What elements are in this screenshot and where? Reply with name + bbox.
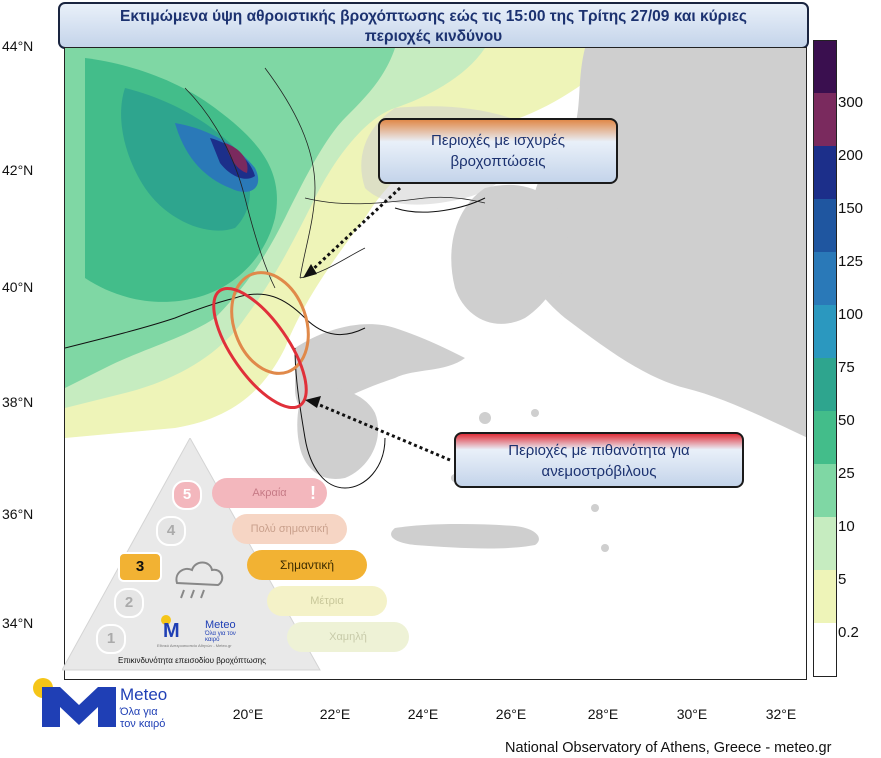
risk-level-3-number: 3 <box>118 552 162 582</box>
heavy-rain-callout-line-1: Περιοχές με ισχυρές <box>431 132 565 149</box>
risk-level-5-number: 5 <box>172 480 202 510</box>
lon-label-26: 26°E <box>495 706 527 722</box>
colorbar-segment <box>814 199 836 252</box>
risk-level-4-number: 4 <box>156 516 186 546</box>
lat-label-38: 38°N <box>2 394 34 410</box>
colorbar-label-50: 50 <box>838 412 855 429</box>
heavy-rain-callout-line-2: βροχοπτώσεις <box>450 153 546 170</box>
land-grey-turkey-west <box>451 184 568 324</box>
lat-label-42: 42°N <box>2 162 34 178</box>
map-title-line-2: περιοχές κινδύνου <box>364 28 503 45</box>
inner-logo-m-icon: M <box>163 620 180 642</box>
risk-level-5-label: Ακραία <box>252 487 287 499</box>
colorbar-label-25: 25 <box>838 465 855 482</box>
heavy-rain-area-ellipse <box>230 271 310 375</box>
credit-text: National Observatory of Athens, Greece -… <box>505 740 832 756</box>
colorbar-segment <box>814 305 836 358</box>
risk-level-4-label: Πολύ σημαντική <box>250 523 329 535</box>
colorbar-label-300: 300 <box>838 94 864 111</box>
logo-name: Meteo <box>120 685 168 704</box>
heavy-rain-callout: Περιοχές με ισχυρές βροχοπτώσεις <box>378 118 618 184</box>
border-line <box>304 196 486 205</box>
colorbar-label-0.2: 0.2 <box>838 624 859 641</box>
colorbar-segment <box>814 464 836 517</box>
colorbar-segment <box>814 146 836 199</box>
logo-tagline-2: τον καιρό <box>120 718 166 730</box>
lon-label-22: 22°E <box>319 706 351 722</box>
risk-scale-panel: Ακραία 5 ! Πολύ σημαντική 4 Σημαντική 3 … <box>62 438 417 676</box>
lat-label-44: 44°N <box>2 38 34 54</box>
medicane-callout-line-1: Περιοχές με πιθανότητα για <box>508 442 690 459</box>
lat-label-34: 34°N <box>2 615 34 631</box>
lon-label-28: 28°E <box>587 706 619 722</box>
colorbar-label-200: 200 <box>838 147 864 164</box>
risk-level-2-label: Μέτρια <box>310 595 344 607</box>
colorbar-segment <box>814 41 836 93</box>
medicane-callout: Περιοχές με πιθανότητα για ανεμοστρόβιλο… <box>454 432 744 488</box>
land-grey-crete <box>391 523 539 549</box>
medicane-arrow <box>314 401 451 462</box>
land-grey-peloponnese <box>297 386 379 479</box>
risk-scale-footer: Επικινδυνότητα επεισοδίου βροχόπτωσης <box>118 656 266 665</box>
island <box>531 409 539 417</box>
colorbar-label-150: 150 <box>838 200 864 217</box>
rain-area-teal-2 <box>121 88 250 231</box>
lat-label-40: 40°N <box>2 279 34 295</box>
warning-exclamation-icon: ! <box>300 480 326 506</box>
risk-level-4-pill: Πολύ σημαντική <box>232 514 347 544</box>
colorbar-segment <box>814 623 836 676</box>
inner-logo-sun-icon <box>161 615 171 625</box>
meteo-logo: Meteo Όλα για τον καιρό <box>30 675 190 735</box>
heavy-rain-arrow <box>308 186 402 274</box>
risk-level-2-pill: Μέτρια <box>267 586 387 616</box>
inner-logo-name: Meteo <box>205 619 236 631</box>
map-title: Εκτιμώμενα ύψη αθροιστικής βροχόπτωσης ε… <box>58 2 809 49</box>
colorbar-label-5: 5 <box>838 571 847 588</box>
coastline <box>394 197 486 213</box>
logo-tagline-1: Όλα για <box>120 706 158 718</box>
inner-meteo-logo: M Meteo Όλα για τον καιρό Εθνικό Αστεροσ… <box>157 613 267 648</box>
inner-logo-small: Εθνικό Αστεροσκοπείο Αθηνών - Meteo.gr <box>157 643 232 648</box>
colorbar <box>813 40 837 677</box>
island <box>601 544 609 552</box>
colorbar-segment <box>814 570 836 623</box>
colorbar-label-75: 75 <box>838 359 855 376</box>
lon-label-24: 24°E <box>407 706 439 722</box>
coastline <box>294 347 386 489</box>
border-line <box>264 67 316 279</box>
medicane-callout-line-2: ανεμοστρόβιλους <box>541 463 657 480</box>
colorbar-segment <box>814 411 836 464</box>
colorbar-label-125: 125 <box>838 253 864 270</box>
logo-m-icon <box>42 687 116 727</box>
risk-level-2-number: 2 <box>114 588 144 618</box>
island <box>479 412 491 424</box>
rain-cloud-icon <box>175 561 224 587</box>
risk-level-1-number: 1 <box>96 624 126 654</box>
colorbar-label-100: 100 <box>838 306 864 323</box>
risk-level-3-label: Σημαντική <box>279 558 335 572</box>
island <box>591 504 599 512</box>
colorbar-label-10: 10 <box>838 518 855 535</box>
colorbar-segment <box>814 517 836 570</box>
lon-label-30: 30°E <box>676 706 708 722</box>
lat-label-36: 36°N <box>2 506 34 522</box>
colorbar-segment <box>814 93 836 146</box>
heavy-rain-arrowhead <box>303 264 317 278</box>
risk-level-3-pill: Σημαντική <box>247 550 367 580</box>
map-title-line-1: Εκτιμώμενα ύψη αθροιστικής βροχόπτωσης ε… <box>120 8 747 25</box>
colorbar-segment <box>814 252 836 305</box>
rain-core-purple <box>225 143 248 173</box>
risk-level-1-pill: Χαμηλή <box>287 622 409 652</box>
colorbar-segment <box>814 358 836 411</box>
medicane-area-ellipse <box>212 286 308 410</box>
lon-label-32: 32°E <box>765 706 797 722</box>
inner-logo-tagline: Όλα για τον καιρό <box>205 631 236 643</box>
medicane-arrowhead <box>305 396 321 408</box>
border-line <box>184 87 276 289</box>
risk-level-1-label: Χαμηλή <box>329 631 367 643</box>
lon-label-20: 20°E <box>232 706 264 722</box>
